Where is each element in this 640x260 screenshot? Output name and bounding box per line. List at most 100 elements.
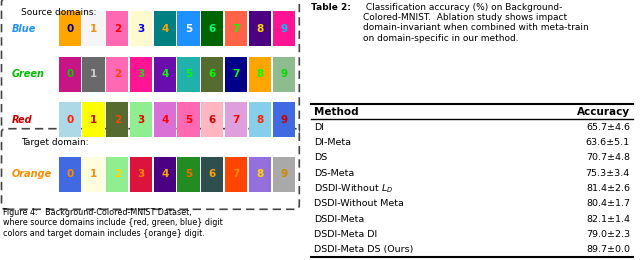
Text: 6: 6: [209, 169, 216, 179]
Bar: [130, 102, 152, 137]
Text: Green: Green: [12, 69, 45, 79]
Text: 9: 9: [280, 169, 287, 179]
Bar: [273, 56, 295, 92]
Text: 6: 6: [209, 24, 216, 34]
Text: 7: 7: [232, 69, 240, 79]
Text: 4: 4: [161, 24, 168, 34]
Text: 65.7±4.6: 65.7±4.6: [586, 122, 630, 132]
Text: 8: 8: [256, 115, 264, 125]
Bar: [83, 11, 105, 46]
Text: 0: 0: [66, 169, 74, 179]
Text: 8: 8: [256, 169, 264, 179]
Bar: [201, 102, 223, 137]
Bar: [106, 56, 129, 92]
Text: 1: 1: [90, 69, 97, 79]
Bar: [273, 11, 295, 46]
Text: 3: 3: [138, 24, 145, 34]
Text: 89.7±0.0: 89.7±0.0: [586, 245, 630, 254]
Text: 5: 5: [185, 24, 192, 34]
Text: 5: 5: [185, 69, 192, 79]
Text: DSDI-Without $L_D$: DSDI-Without $L_D$: [314, 182, 394, 195]
Text: 3: 3: [138, 169, 145, 179]
Bar: [177, 11, 200, 46]
Bar: [273, 102, 295, 137]
Text: 79.0±2.3: 79.0±2.3: [586, 230, 630, 239]
Text: 9: 9: [280, 69, 287, 79]
Text: 0: 0: [66, 24, 74, 34]
Text: 7: 7: [232, 169, 240, 179]
Text: Figure 4:   Background-Colored-MNIST Dataset,
where source domains include {red,: Figure 4: Background-Colored-MNIST Datas…: [3, 208, 223, 238]
Bar: [83, 102, 105, 137]
Text: 8: 8: [256, 69, 264, 79]
Bar: [59, 56, 81, 92]
Text: 3: 3: [138, 115, 145, 125]
Text: 1: 1: [90, 169, 97, 179]
Bar: [154, 56, 176, 92]
Bar: [106, 11, 129, 46]
Bar: [130, 56, 152, 92]
Text: 81.4±2.6: 81.4±2.6: [586, 184, 630, 193]
FancyBboxPatch shape: [1, 0, 300, 134]
Text: 0: 0: [66, 115, 74, 125]
Text: 2: 2: [114, 69, 121, 79]
Text: 2: 2: [114, 24, 121, 34]
Text: 70.7±4.8: 70.7±4.8: [586, 153, 630, 162]
Text: Red: Red: [12, 115, 33, 125]
Bar: [59, 102, 81, 137]
Bar: [59, 157, 81, 192]
Text: 1: 1: [90, 24, 97, 34]
Bar: [225, 157, 247, 192]
Bar: [249, 157, 271, 192]
Text: 9: 9: [280, 115, 287, 125]
Bar: [225, 11, 247, 46]
Bar: [154, 157, 176, 192]
Text: 5: 5: [185, 115, 192, 125]
Text: DSDI-Meta: DSDI-Meta: [314, 214, 364, 224]
Bar: [249, 102, 271, 137]
Text: Table 2:: Table 2:: [311, 3, 351, 12]
Text: 7: 7: [232, 115, 240, 125]
Bar: [106, 102, 129, 137]
Text: DSDI-Meta DI: DSDI-Meta DI: [314, 230, 378, 239]
Bar: [249, 11, 271, 46]
Text: 4: 4: [161, 169, 168, 179]
Bar: [273, 157, 295, 192]
Bar: [201, 157, 223, 192]
Text: Method: Method: [314, 107, 358, 117]
Bar: [225, 56, 247, 92]
Text: 7: 7: [232, 24, 240, 34]
Text: DSDI-Without Meta: DSDI-Without Meta: [314, 199, 404, 208]
Text: Accuracy: Accuracy: [577, 107, 630, 117]
Text: Target domain:: Target domain:: [21, 138, 89, 147]
Bar: [177, 102, 200, 137]
Text: Classification accuracy (%) on Background-
Colored-MNIST.  Ablation study shows : Classification accuracy (%) on Backgroun…: [363, 3, 589, 43]
Text: Source domains:: Source domains:: [21, 8, 97, 17]
Text: DI-Meta: DI-Meta: [314, 138, 351, 147]
Text: DS-Meta: DS-Meta: [314, 168, 355, 178]
Bar: [130, 11, 152, 46]
Bar: [177, 56, 200, 92]
Bar: [154, 11, 176, 46]
Text: 1: 1: [90, 115, 97, 125]
Text: 80.4±1.7: 80.4±1.7: [586, 199, 630, 208]
Text: 4: 4: [161, 69, 168, 79]
Text: DI: DI: [314, 122, 324, 132]
Text: Orange: Orange: [12, 169, 52, 179]
Text: 8: 8: [256, 24, 264, 34]
Bar: [83, 56, 105, 92]
Bar: [201, 56, 223, 92]
Text: 0: 0: [66, 69, 74, 79]
Bar: [106, 157, 129, 192]
Text: 9: 9: [280, 24, 287, 34]
Text: 5: 5: [185, 169, 192, 179]
Bar: [59, 11, 81, 46]
Text: Blue: Blue: [12, 24, 36, 34]
Text: 82.1±1.4: 82.1±1.4: [586, 214, 630, 224]
Bar: [201, 11, 223, 46]
Text: 75.3±3.4: 75.3±3.4: [586, 168, 630, 178]
Bar: [83, 157, 105, 192]
Bar: [177, 157, 200, 192]
Text: 6: 6: [209, 115, 216, 125]
Text: 63.6±5.1: 63.6±5.1: [586, 138, 630, 147]
Bar: [225, 102, 247, 137]
